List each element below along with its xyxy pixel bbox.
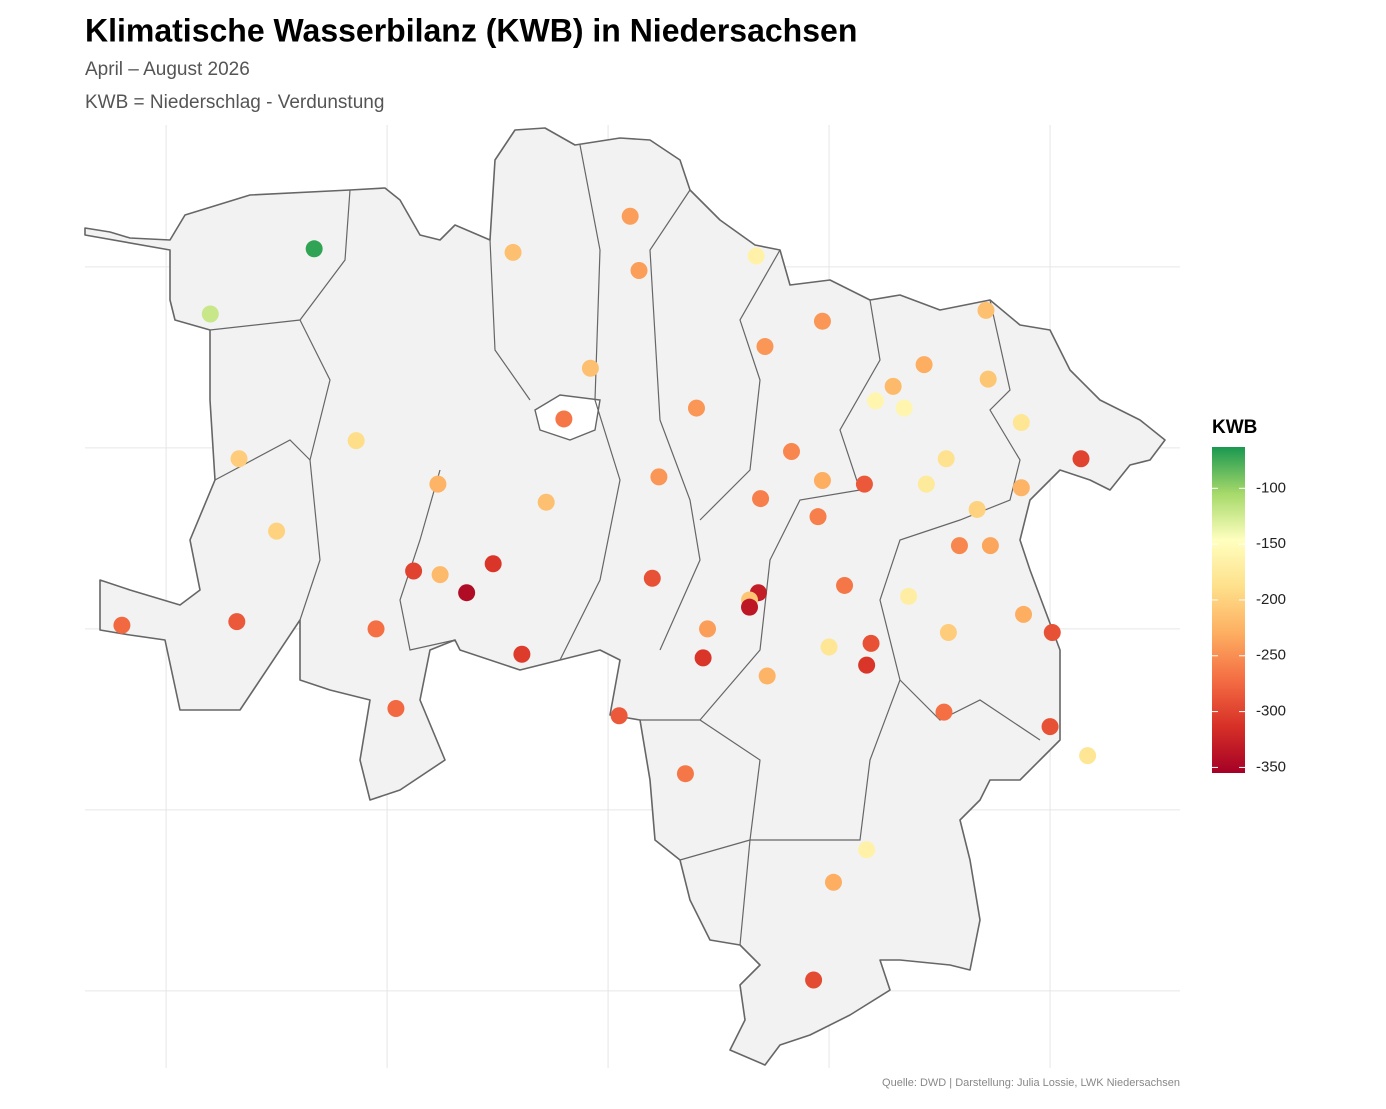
station-point bbox=[752, 490, 770, 508]
station-point bbox=[950, 537, 968, 555]
station-point bbox=[650, 468, 668, 486]
legend: -100 -150 -200 -250 -300 -350 bbox=[1212, 479, 1286, 775]
station-point bbox=[621, 207, 639, 225]
station-point bbox=[268, 522, 286, 540]
station-point bbox=[935, 703, 953, 721]
station-point bbox=[610, 707, 628, 725]
caption: Quelle: DWD | Darstellung: Julia Lossie,… bbox=[882, 1077, 1180, 1089]
district-border bbox=[399, 469, 456, 651]
points bbox=[113, 207, 1097, 989]
station-point bbox=[504, 243, 522, 261]
station-point bbox=[813, 312, 831, 330]
station-point bbox=[866, 392, 884, 410]
station-point bbox=[1012, 414, 1030, 432]
station-point bbox=[228, 613, 246, 631]
station-point bbox=[855, 475, 873, 493]
station-point bbox=[900, 587, 918, 605]
chart-title: Klimatische Wasserbilanz (KWB) in Nieder… bbox=[85, 12, 857, 48]
station-point bbox=[824, 873, 842, 891]
station-point bbox=[805, 971, 823, 989]
station-point bbox=[917, 475, 935, 493]
station-point bbox=[937, 450, 955, 468]
station-point bbox=[687, 399, 705, 417]
station-point bbox=[1012, 479, 1030, 497]
station-point bbox=[862, 634, 880, 652]
chart-note: KWB = Niederschlag - Verdunstung bbox=[85, 92, 384, 113]
station-point bbox=[758, 667, 776, 685]
station-point bbox=[429, 475, 447, 493]
station-point bbox=[820, 638, 838, 656]
station-point bbox=[939, 624, 957, 642]
station-point bbox=[581, 359, 599, 377]
colorbar-label: -200 bbox=[1256, 591, 1286, 608]
station-point bbox=[981, 537, 999, 555]
station-point bbox=[676, 765, 694, 783]
station-point bbox=[699, 620, 717, 638]
station-point bbox=[643, 569, 661, 587]
district-border bbox=[559, 144, 621, 661]
station-point bbox=[741, 598, 759, 616]
station-point bbox=[915, 356, 933, 374]
district-border bbox=[649, 189, 701, 651]
station-point bbox=[895, 399, 913, 417]
district-border bbox=[209, 189, 351, 331]
station-point bbox=[513, 645, 531, 663]
station-point bbox=[630, 262, 648, 280]
station-point bbox=[694, 649, 712, 667]
district-border bbox=[489, 239, 531, 401]
station-point bbox=[555, 410, 573, 428]
station-point bbox=[747, 247, 765, 265]
station-point bbox=[201, 305, 219, 323]
station-point bbox=[1072, 450, 1090, 468]
colorbar-label: -250 bbox=[1256, 647, 1286, 664]
colorbar-label: -300 bbox=[1256, 703, 1286, 720]
station-point bbox=[1079, 747, 1097, 765]
station-point bbox=[405, 562, 423, 580]
colorbar-label: -100 bbox=[1256, 479, 1286, 496]
station-point bbox=[977, 301, 995, 319]
station-point bbox=[458, 584, 476, 602]
station-point bbox=[347, 432, 365, 450]
station-point bbox=[305, 240, 323, 258]
station-point bbox=[113, 616, 131, 634]
station-point bbox=[431, 566, 449, 584]
station-point bbox=[1041, 718, 1059, 736]
station-point bbox=[836, 576, 854, 594]
station-point bbox=[858, 841, 876, 859]
station-point bbox=[1043, 624, 1061, 642]
station-point bbox=[484, 555, 502, 573]
station-point bbox=[537, 493, 555, 511]
legend-title: KWB bbox=[1212, 417, 1257, 438]
state-outline bbox=[84, 127, 1166, 1066]
colorbar-label: -350 bbox=[1256, 758, 1286, 775]
district-border bbox=[299, 459, 321, 621]
station-point bbox=[367, 620, 385, 638]
station-point bbox=[813, 471, 831, 489]
colorbar bbox=[1212, 447, 1245, 773]
district-border bbox=[679, 839, 751, 946]
station-point bbox=[756, 338, 774, 356]
station-point bbox=[884, 377, 902, 395]
station-point bbox=[979, 370, 997, 388]
district-border bbox=[699, 299, 881, 721]
station-point bbox=[230, 450, 248, 468]
chart-subtitle: April – August 2026 bbox=[85, 59, 250, 80]
station-point bbox=[968, 500, 986, 518]
station-point bbox=[858, 656, 876, 674]
district-border bbox=[699, 249, 781, 521]
station-point bbox=[387, 700, 405, 718]
colorbar-label: -150 bbox=[1256, 535, 1286, 552]
station-point bbox=[809, 508, 827, 526]
station-point bbox=[1015, 605, 1033, 623]
station-point bbox=[783, 443, 801, 461]
